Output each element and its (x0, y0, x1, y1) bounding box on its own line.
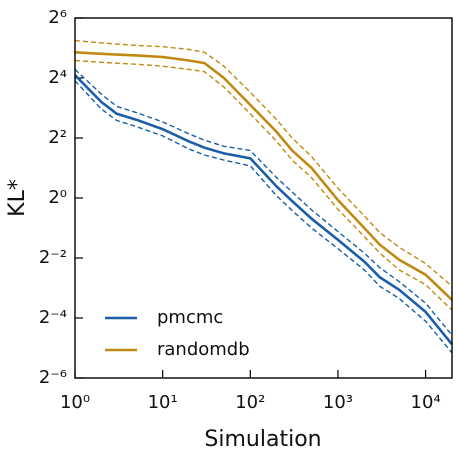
series-line (74, 74, 454, 346)
x-axis-title: Simulation (204, 427, 321, 452)
series-line (74, 51, 453, 301)
x-tick-label: 10⁰ (60, 392, 90, 413)
plot-frame (74, 17, 453, 379)
x-tick-label: 10⁴ (411, 392, 441, 413)
band-line (74, 80, 453, 354)
y-tick-label: 2⁻⁶ (39, 367, 67, 388)
band-line (74, 39, 453, 287)
y-tick-label: 2⁶ (48, 7, 67, 28)
y-tick-label: 2⁻² (39, 247, 67, 268)
x-tick-label: 10² (235, 392, 265, 413)
y-axis-title: KL* (5, 179, 30, 217)
y-tick-label: 2² (48, 127, 67, 148)
y-tick-label: 2⁰ (48, 187, 67, 208)
band-line (74, 68, 453, 336)
y-tick-label: 2⁻⁴ (39, 307, 67, 328)
y-tick-label: 2⁴ (48, 67, 67, 88)
x-tick-label: 10³ (323, 392, 353, 413)
x-tick-label: 10¹ (148, 392, 178, 413)
legend-label: pmcmc (157, 307, 223, 328)
band-line (74, 59, 453, 311)
legend-label: randomdb (157, 339, 250, 360)
